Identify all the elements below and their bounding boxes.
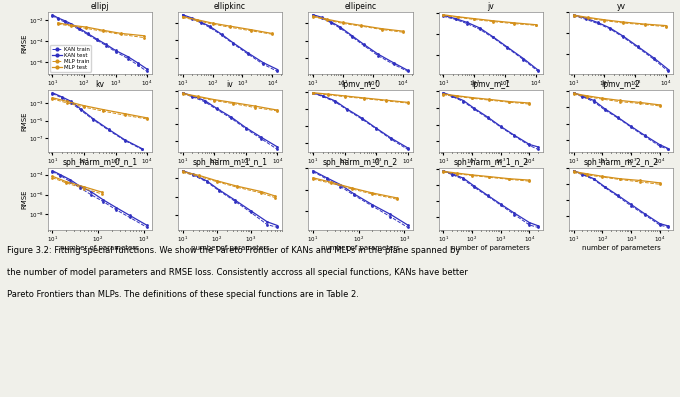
X-axis label: number of parameters: number of parameters [581,245,660,251]
Title: ellipeinc: ellipeinc [344,2,377,11]
Title: yv: yv [617,2,626,11]
X-axis label: number of parameters: number of parameters [321,245,400,251]
Text: Figure 3.2: Fitting special functions. We show the Pareto Frontier of KANs and M: Figure 3.2: Fitting special functions. W… [7,246,460,255]
Title: sph_harm_m_0_n_2: sph_harm_m_0_n_2 [323,158,398,167]
Text: Pareto Frontiers than MLPs. The definitions of these special functions are in Ta: Pareto Frontiers than MLPs. The definiti… [7,290,358,299]
Title: lpmv_m_0: lpmv_m_0 [341,80,380,89]
Title: sph_harm_m_1_n_1: sph_harm_m_1_n_1 [192,158,267,167]
Title: ellipkinc: ellipkinc [214,2,246,11]
Title: kv: kv [95,80,104,89]
X-axis label: number of parameters: number of parameters [61,245,139,251]
Title: ellipj: ellipj [90,2,109,11]
Text: the number of model parameters and RMSE loss. Consistently accross all special f: the number of model parameters and RMSE … [7,268,468,277]
Y-axis label: RMSE: RMSE [22,33,27,53]
Title: lpmv_m_2: lpmv_m_2 [602,80,641,89]
Title: sph_harm_m_0_n_1: sph_harm_m_0_n_1 [62,158,137,167]
Title: iv: iv [226,80,233,89]
Title: jv: jv [488,2,494,11]
Title: sph_harm_m_2_n_2: sph_harm_m_2_n_2 [583,158,658,167]
Legend: KAN train, KAN test, MLP train, MLP test: KAN train, KAN test, MLP train, MLP test [50,45,91,71]
Y-axis label: RMSE: RMSE [22,189,27,209]
Title: lpmv_m_1: lpmv_m_1 [471,80,510,89]
X-axis label: number of parameters: number of parameters [190,245,269,251]
Y-axis label: RMSE: RMSE [22,111,28,131]
Title: sph_harm_m_1_n_2: sph_harm_m_1_n_2 [454,158,528,167]
X-axis label: number of parameters: number of parameters [452,245,530,251]
